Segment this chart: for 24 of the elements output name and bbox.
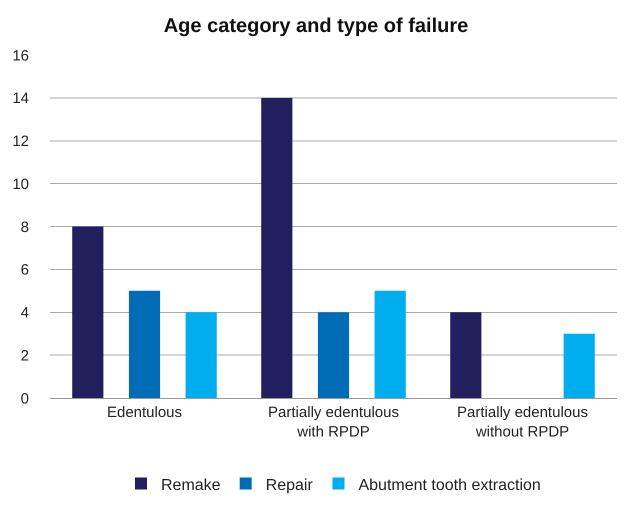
legend-label: Abutment tooth extraction xyxy=(358,476,541,494)
x-tick-label: Partially edentulous with RPDP xyxy=(268,404,399,440)
bar xyxy=(450,312,482,398)
y-tick-label: 0 xyxy=(20,390,29,408)
legend-label: Repair xyxy=(266,476,314,494)
x-tick-label: Partially edentulous without RPDP xyxy=(457,404,588,440)
chart-title: Age category and type of failure xyxy=(164,14,468,37)
bar xyxy=(564,334,595,398)
y-tick-label: 12 xyxy=(12,133,29,150)
bar xyxy=(318,312,350,398)
y-tick-label: 2 xyxy=(20,347,29,364)
legend-label: Remake xyxy=(161,476,221,494)
y-tick-label: 8 xyxy=(20,218,29,236)
y-tick-label: 6 xyxy=(20,262,29,279)
y-tick-label: 10 xyxy=(12,176,29,193)
y-tick-label: 14 xyxy=(12,90,29,108)
y-tick-label: 4 xyxy=(20,304,29,322)
bar xyxy=(186,312,217,398)
x-tick-label: Edentulous xyxy=(106,404,182,421)
y-tick-label: 16 xyxy=(12,47,29,64)
bar xyxy=(374,290,406,398)
bar xyxy=(72,226,104,398)
bar xyxy=(128,290,160,398)
bar xyxy=(261,98,292,398)
